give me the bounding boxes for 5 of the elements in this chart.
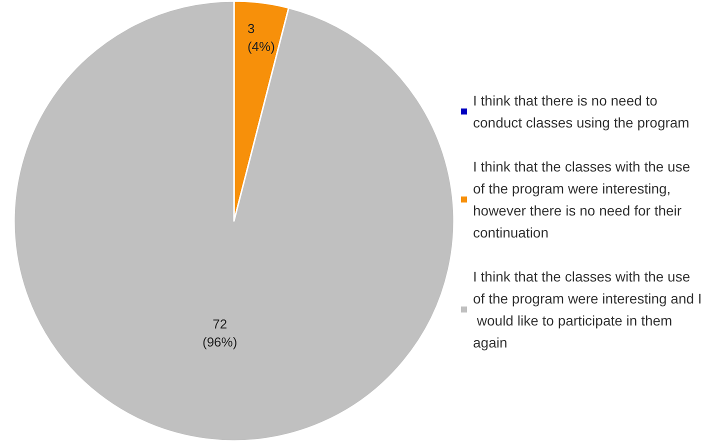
data-label: 3 (4%) [247,20,275,54]
legend-label: I think that the classes with the use of the program were interesting and I would like to participate in them again [473,268,702,350]
legend-label: I think that the classes with the use of the program were interesting, however there is no need for their continuation [473,158,694,240]
data-label: 72 (96%) [202,316,238,350]
legend-label: I think that there is no need to conduct classes using the program [473,92,690,130]
